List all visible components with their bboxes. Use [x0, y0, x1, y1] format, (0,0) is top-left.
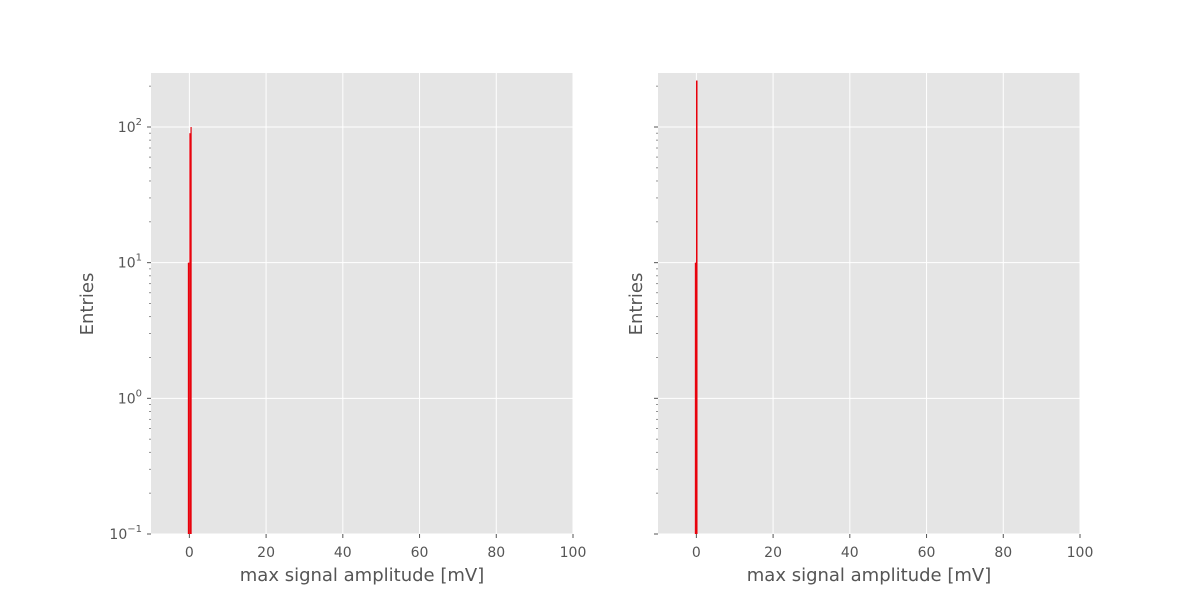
x-tick-label: 100 [1067, 545, 1094, 561]
histogram-bar [189, 133, 191, 534]
plot-area-left [151, 73, 573, 534]
histogram-panel-right: 0 20 40 60 80 100 max signal amplitude [mV] E… [626, 73, 1093, 586]
y-tick-label: 102 [118, 117, 142, 136]
x-tick-label: 0 [185, 545, 194, 561]
x-tick-label: 80 [487, 545, 505, 561]
x-tick-labels-right: 0 20 40 60 80 100 [692, 534, 1093, 561]
histogram-bars-left [187, 126, 192, 534]
y-tick-label: 100 [118, 388, 142, 407]
plot-area-right [658, 73, 1080, 534]
x-tick-label: 20 [257, 545, 275, 561]
x-tick-label: 60 [918, 545, 936, 561]
x-axis-label-right: max signal amplitude [mV] [747, 565, 991, 586]
histogram-bar [190, 126, 192, 534]
y-axis-label-right: Entries [626, 273, 647, 336]
histogram-bar [187, 262, 190, 534]
x-tick-label: 40 [334, 545, 352, 561]
y-tick-labels-left: 10−1 100 101 102 [109, 85, 151, 543]
x-tick-label: 80 [994, 545, 1012, 561]
x-tick-label: 40 [841, 545, 859, 561]
x-tick-label: 100 [560, 545, 587, 561]
x-tick-label: 60 [411, 545, 429, 561]
y-tick-label: 101 [118, 253, 142, 272]
histogram-bar [694, 262, 696, 534]
histogram-panel-left: 0 20 40 60 80 100 10−1 100 101 102 max signal am… [77, 73, 586, 586]
y-tick-marks-right [654, 85, 658, 535]
x-tick-labels-left: 0 20 40 60 80 100 [185, 534, 586, 561]
x-tick-label: 20 [764, 545, 782, 561]
x-tick-label: 0 [692, 545, 701, 561]
y-axis-label-left: Entries [77, 273, 98, 336]
y-tick-label: 10−1 [109, 524, 142, 543]
histogram-bars-right [694, 80, 698, 535]
x-axis-label-left: max signal amplitude [mV] [240, 565, 484, 586]
gridlines-left [151, 73, 574, 535]
histogram-bar [695, 80, 698, 535]
